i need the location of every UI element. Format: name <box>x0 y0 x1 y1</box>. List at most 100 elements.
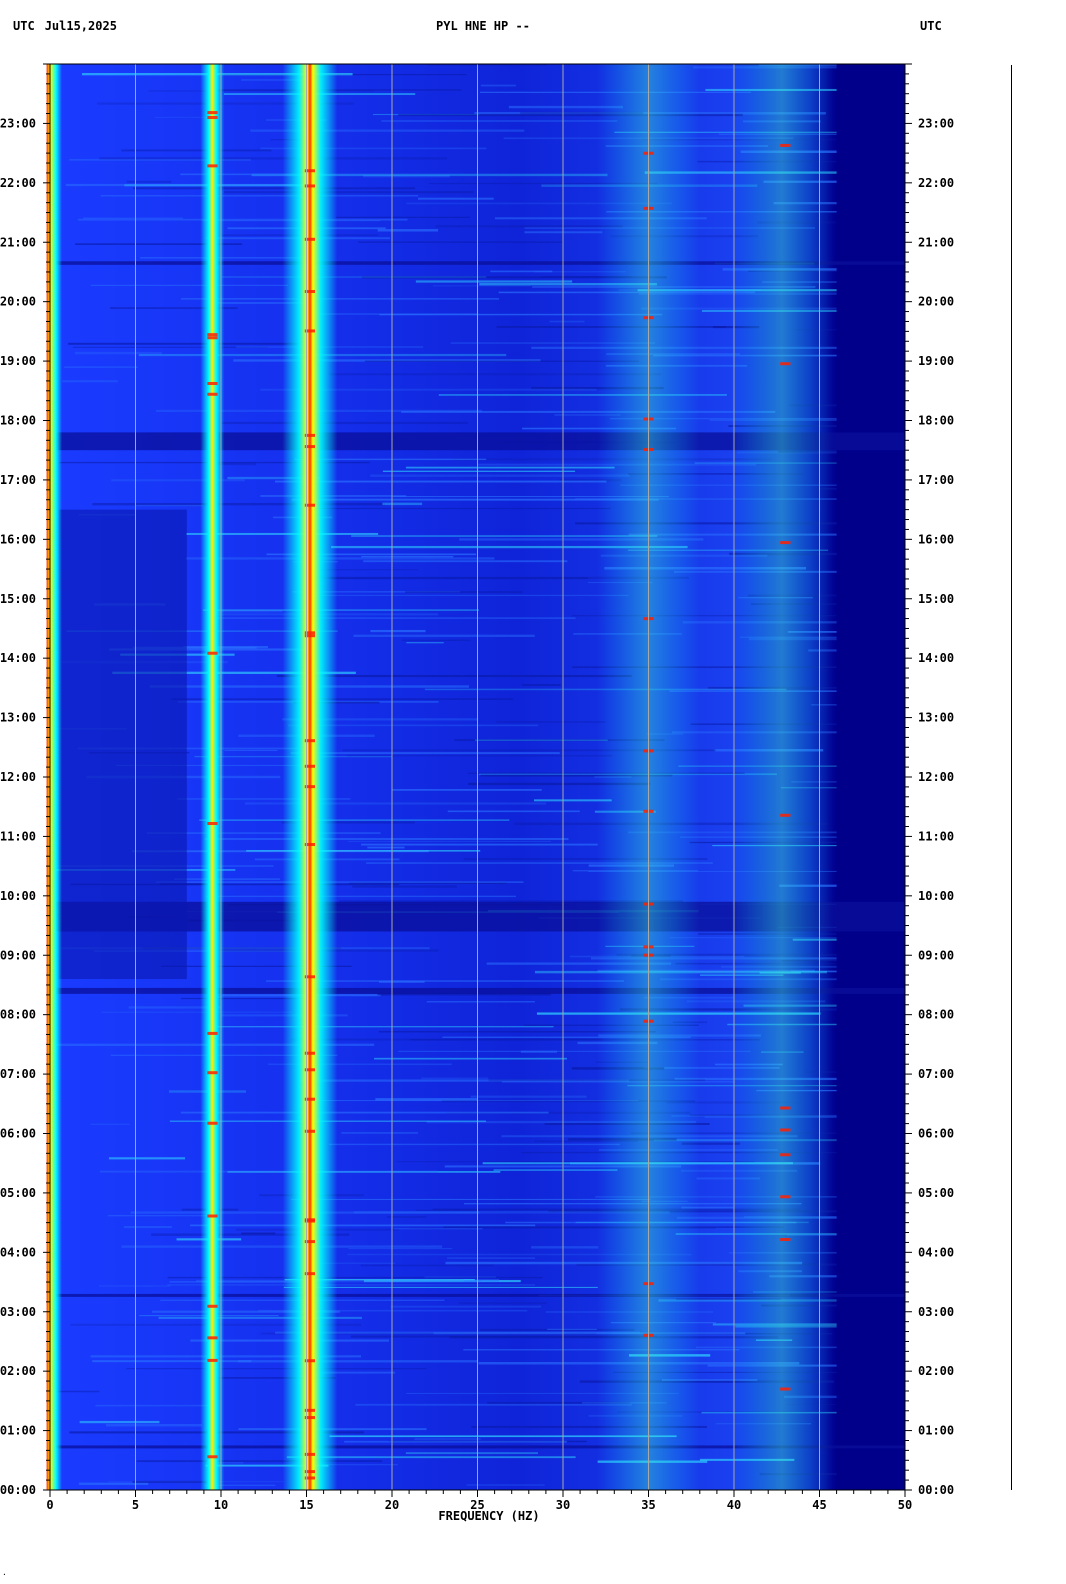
texture-streak <box>424 1276 497 1278</box>
y-tick-label-right: 02:00 <box>918 1364 954 1378</box>
texture-streak <box>579 1380 835 1383</box>
texture-streak <box>167 1276 543 1279</box>
texture-streak <box>575 498 837 501</box>
texture-streak <box>480 774 673 777</box>
y-tick-label-left: 15:00 <box>0 592 36 606</box>
texture-streak <box>214 462 256 466</box>
x-tick-label: 5 <box>132 1498 139 1512</box>
texture-streak <box>251 173 608 177</box>
texture-streak <box>221 421 468 425</box>
texture-streak <box>268 1063 452 1066</box>
y-tick-label-right: 08:00 <box>918 1008 954 1022</box>
texture-streak <box>258 1309 528 1312</box>
texture-streak <box>681 1206 734 1209</box>
texture-streak <box>260 147 487 150</box>
texture-streak <box>155 881 524 883</box>
texture-streak <box>136 504 203 507</box>
texture-streak <box>233 359 541 362</box>
texture-streak <box>121 149 272 152</box>
texture-streak <box>180 298 500 300</box>
energy-spot <box>304 1240 316 1244</box>
texture-streak <box>281 821 415 824</box>
texture-streak <box>108 1157 186 1160</box>
y-tick-label-right: 23:00 <box>918 116 954 130</box>
x-tick-label: 10 <box>214 1498 228 1512</box>
texture-streak <box>282 718 479 721</box>
energy-spot <box>304 764 316 768</box>
texture-streak <box>180 173 323 176</box>
energy-spot <box>780 362 791 366</box>
texture-streak <box>392 496 669 498</box>
timezone-label-left: UTC <box>13 19 35 33</box>
x-tick-label: 0 <box>46 1498 53 1512</box>
texture-streak <box>79 1420 160 1424</box>
y-tick-label-left: 07:00 <box>0 1067 36 1081</box>
texture-streak <box>260 1332 597 1335</box>
y-tick-label-right: 17:00 <box>918 473 954 487</box>
energy-spot <box>207 822 218 826</box>
energy-spot <box>304 433 316 437</box>
texture-streak <box>421 1077 489 1080</box>
texture-streak <box>185 557 495 560</box>
texture-streak <box>681 1142 741 1145</box>
texture-streak <box>90 1123 130 1125</box>
texture-streak <box>211 302 316 304</box>
grid <box>135 64 820 1490</box>
y-tick-label-right: 22:00 <box>918 176 954 190</box>
texture-streak <box>353 634 535 638</box>
energy-spot <box>207 1071 218 1075</box>
texture-streak <box>202 609 479 611</box>
texture-streak <box>151 1310 341 1313</box>
texture-streak <box>300 507 611 510</box>
texture-streak <box>559 478 622 482</box>
texture-streak <box>459 538 704 541</box>
low-energy-region <box>58 509 187 980</box>
texture-streak <box>241 78 302 81</box>
texture-streak <box>643 1066 780 1069</box>
texture-streak <box>190 1224 536 1227</box>
texture-streak <box>70 883 400 886</box>
energy-spot <box>304 503 316 507</box>
y-tick-label-left: 12:00 <box>0 770 36 784</box>
energy-spot <box>304 739 316 743</box>
energy-spot <box>207 111 218 115</box>
texture-streak <box>402 639 471 641</box>
y-tick-label-left: 10:00 <box>0 889 36 903</box>
texture-streak <box>335 216 471 218</box>
texture-streak <box>378 1031 656 1033</box>
energy-spot <box>304 1416 316 1420</box>
y-tick-label-left: 01:00 <box>0 1424 36 1438</box>
texture-streak <box>446 1111 691 1114</box>
texture-streak <box>132 1480 218 1483</box>
energy-spot <box>207 336 218 340</box>
energy-spot <box>304 169 316 173</box>
texture-streak <box>435 225 623 228</box>
energy-spot <box>780 1238 791 1242</box>
texture-streak <box>393 1228 483 1230</box>
texture-streak <box>180 1111 549 1114</box>
y-tick-label-right: 15:00 <box>918 592 954 606</box>
texture-streak <box>595 1196 837 1198</box>
texture-streak <box>213 610 283 613</box>
x-tick-label: 50 <box>898 1498 912 1512</box>
texture-streak <box>426 1000 535 1003</box>
texture-streak <box>409 1227 716 1229</box>
energy-spot <box>304 1097 316 1101</box>
texture-streak <box>438 394 727 396</box>
date-label: Jul15,2025 <box>44 19 117 33</box>
y-tick-label-right: 16:00 <box>918 532 954 546</box>
texture-streak <box>148 90 374 92</box>
texture-streak <box>154 116 217 118</box>
texture-streak <box>396 1161 755 1163</box>
texture-streak <box>321 1371 396 1374</box>
energy-spot <box>207 116 218 120</box>
texture-streak <box>406 202 672 205</box>
texture-streak <box>93 950 306 952</box>
texture-streak <box>90 1355 362 1358</box>
y-tick-label-right: 14:00 <box>918 651 954 665</box>
y-tick-label-left: 08:00 <box>0 1008 36 1022</box>
texture-streak <box>379 980 425 983</box>
y-tick-label-left: 14:00 <box>0 651 36 665</box>
texture-streak <box>290 1198 651 1200</box>
